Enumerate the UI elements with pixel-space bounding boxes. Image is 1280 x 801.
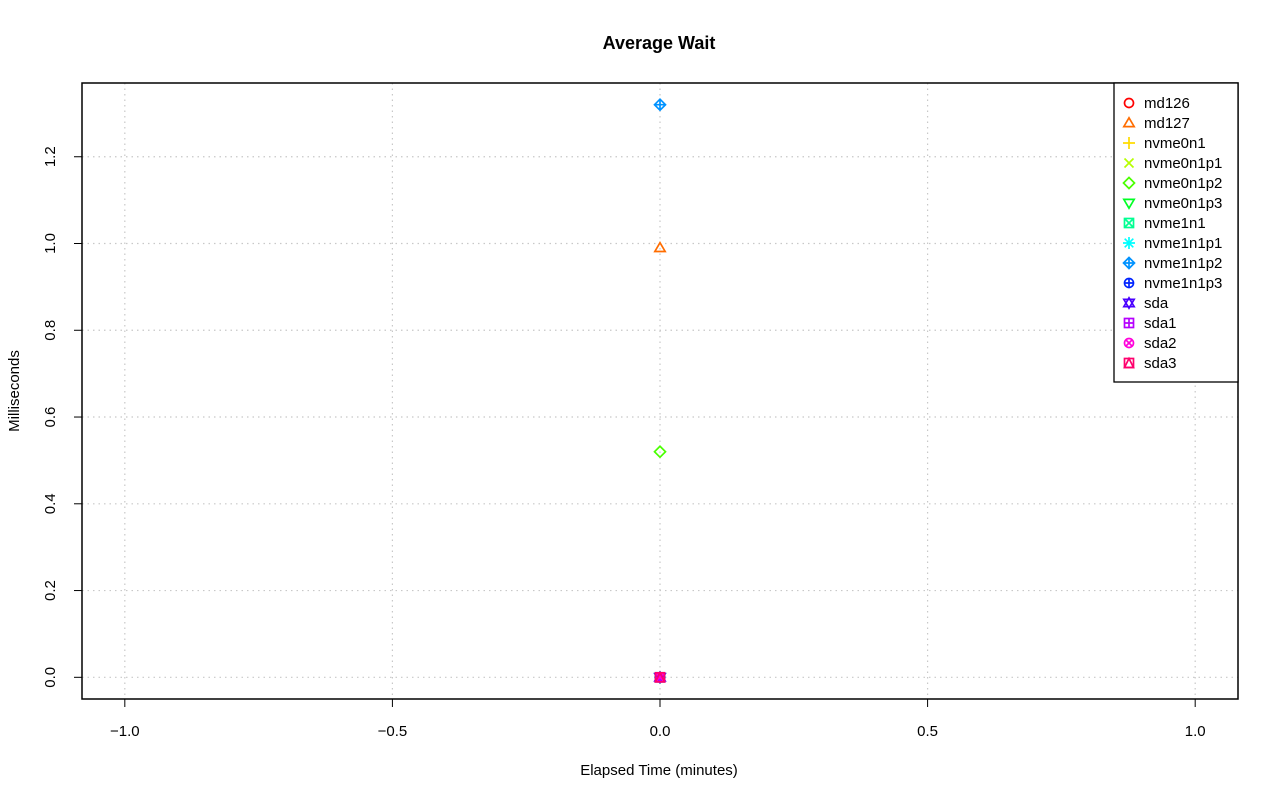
x-tick-label: 0.5 xyxy=(917,723,938,740)
y-tick-label: 1.2 xyxy=(42,146,59,167)
legend: md126 md127 nvme0n1 nvme0n1p1 nvme0n1p2 nvme0… xyxy=(1113,82,1239,383)
x-tick-label: 1.0 xyxy=(1185,723,1206,740)
y-tick-label: 0.2 xyxy=(42,580,59,601)
data-point-nvme1n1p2 xyxy=(653,97,667,112)
legend-label: sda1 xyxy=(1144,315,1177,332)
y-tick-label: 1.0 xyxy=(42,233,59,254)
y-tick-label: 0.4 xyxy=(42,493,59,514)
x-axis-label: Elapsed Time (minutes) xyxy=(580,762,738,779)
legend-marker-nvme1n1 xyxy=(1123,217,1135,229)
legend-marker-nvme0n1 xyxy=(1123,137,1135,149)
x-tick-label: 0.0 xyxy=(650,723,671,740)
y-tick-label: 0.6 xyxy=(42,407,59,428)
chart-title: Average Wait xyxy=(603,33,716,53)
legend-label: sda2 xyxy=(1144,335,1177,352)
legend-box xyxy=(1113,82,1239,383)
legend-label: nvme1n1p3 xyxy=(1144,275,1222,292)
legend-label: nvme1n1p2 xyxy=(1144,255,1222,272)
data-point-nvme0n1p2 xyxy=(653,445,667,459)
legend-label: nvme0n1 xyxy=(1144,135,1206,152)
legend-marker-nvme0n1p3 xyxy=(1122,198,1136,210)
legend-marker-nvme1n1p1 xyxy=(1123,237,1135,249)
legend-label: md127 xyxy=(1144,115,1190,132)
legend-marker-sda3 xyxy=(1123,356,1135,369)
legend-marker-md127 xyxy=(1122,116,1136,128)
legend-marker-sda2 xyxy=(1123,337,1135,349)
legend-marker-sda1 xyxy=(1123,317,1135,329)
legend-label: nvme1n1p1 xyxy=(1144,235,1222,252)
legend-marker-nvme0n1p2 xyxy=(1122,176,1136,190)
y-axis-label: Milliseconds xyxy=(6,350,23,432)
legend-label: sda3 xyxy=(1144,355,1177,372)
legend-label: nvme0n1p2 xyxy=(1144,175,1222,192)
legend-marker-nvme1n1p2 xyxy=(1122,256,1136,270)
data-point-sda3 xyxy=(654,670,666,683)
y-tick-label: 0.8 xyxy=(42,320,59,341)
legend-label: md126 xyxy=(1144,95,1190,112)
legend-label: nvme1n1 xyxy=(1144,215,1206,232)
legend-label: nvme0n1p3 xyxy=(1144,195,1222,212)
legend-marker-md126 xyxy=(1123,97,1135,109)
data-points xyxy=(653,97,667,685)
y-axis: 0.0 0.2 0.4 0.6 0.8 1.0 1.2 xyxy=(42,146,82,688)
legend-marker-sda xyxy=(1122,296,1136,310)
legend-label: sda xyxy=(1144,295,1169,312)
legend-marker-nvme0n1p1 xyxy=(1123,157,1135,169)
legend-marker-nvme1n1p3 xyxy=(1123,277,1135,289)
y-tick-label: 0.0 xyxy=(42,667,59,688)
grid-lines xyxy=(82,83,1238,699)
legend-label: nvme0n1p1 xyxy=(1144,155,1222,172)
x-tick-label: −0.5 xyxy=(378,723,408,740)
x-tick-label: −1.0 xyxy=(110,723,140,740)
data-point-md127 xyxy=(653,240,667,253)
plot-area-frame xyxy=(81,82,1239,700)
x-axis: −1.0 −0.5 0.0 0.5 1.0 xyxy=(110,699,1206,740)
